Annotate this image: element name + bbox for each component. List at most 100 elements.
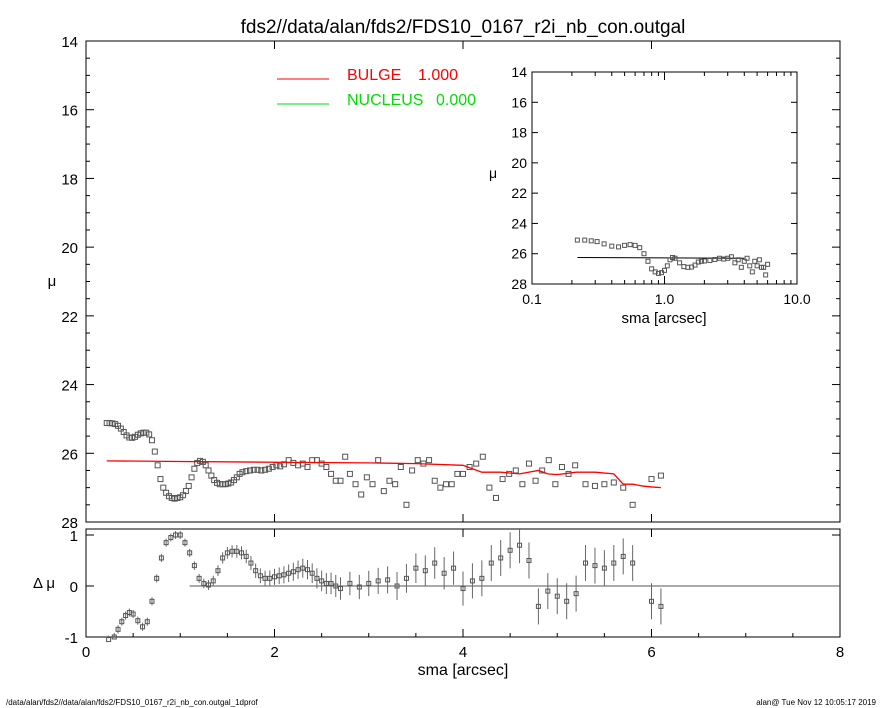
residual-point: [403, 575, 409, 581]
inset-y-axis-label: μ: [489, 165, 497, 181]
residual-point: [272, 574, 277, 580]
main-data-point: [582, 481, 589, 488]
inset-y-tick-label: 26: [511, 246, 527, 262]
residual-point: [583, 560, 589, 566]
residual-point: [115, 626, 121, 632]
residual-point: [564, 598, 570, 604]
main-data-point: [299, 460, 306, 467]
main-y-tick-label: 16: [61, 103, 78, 120]
residual-point: [451, 565, 457, 571]
main-data-point: [157, 476, 164, 483]
main-y-tick-label: 14: [61, 34, 78, 51]
residual-point: [300, 565, 306, 571]
residual-point: [592, 563, 598, 569]
residual-point: [158, 555, 164, 561]
footer-left: /data/alan/fds2//data/alan/fds2/FDS10_01…: [6, 698, 259, 707]
residual-point: [649, 598, 654, 604]
residual-point: [239, 550, 245, 556]
residual-point: [385, 577, 391, 583]
inset-y-tick-label: 20: [511, 155, 527, 171]
main-data-point: [448, 481, 455, 488]
residual-point: [535, 603, 541, 609]
residual-point: [526, 558, 532, 563]
inset-y-tick-label: 22: [511, 185, 527, 201]
inset-data-point: [672, 255, 678, 261]
residual-point: [394, 583, 400, 589]
main-data-point: [386, 477, 393, 484]
residual-point: [620, 553, 626, 559]
inset-data-point: [735, 257, 741, 263]
legend: BULGE 1.000 NUCLEUS 0.000: [277, 67, 476, 109]
inset-plot-frame: [531, 71, 798, 285]
residual-point: [630, 560, 636, 566]
main-data-point: [337, 477, 344, 484]
inset-data-point: [707, 258, 713, 264]
inset-y-tick-label: 28: [511, 276, 527, 292]
main-data-point: [620, 484, 627, 491]
residual-point: [498, 555, 504, 561]
main-data-point: [191, 465, 198, 472]
main-data-point: [154, 462, 161, 469]
inset-x-axis: 0.1 1.0 10.0: [522, 72, 811, 307]
main-data-point: [205, 467, 212, 474]
residual-point: [314, 575, 320, 581]
residual-y-tick-label: 0: [70, 579, 78, 596]
residual-series: [106, 529, 840, 643]
main-series: [103, 420, 664, 508]
residual-point: [328, 580, 334, 586]
main-y-tick-label: 28: [61, 515, 78, 532]
residual-y-axis: -1 0 1: [65, 528, 840, 647]
inset-data-point: [627, 242, 633, 248]
main-data-point: [328, 470, 335, 477]
main-data-point: [499, 476, 506, 483]
residual-point: [413, 565, 419, 571]
residual-point: [337, 586, 343, 592]
main-data-point: [380, 488, 387, 495]
inset-data-point: [712, 256, 718, 262]
legend-nucleus-value: 0.000: [436, 92, 476, 109]
residual-point: [267, 575, 273, 581]
main-data-point: [148, 437, 155, 444]
main-data-point: [443, 481, 450, 488]
main-data-point: [403, 501, 410, 508]
inset-fit-line: [577, 257, 745, 259]
residual-point: [422, 568, 428, 574]
inset-data-point: [692, 262, 698, 268]
footer-right: alan@ Tue Nov 12 10:05:17 2019: [756, 698, 876, 707]
residual-point: [130, 611, 136, 617]
main-data-point: [254, 466, 261, 473]
residual-point: [507, 547, 513, 553]
main-data-point: [591, 482, 598, 489]
main-data-point: [657, 472, 664, 479]
residual-x-axis: 0 2 4 6 8: [82, 529, 844, 661]
inset-data-point: [738, 264, 744, 270]
main-x-axis-ticks: [85, 41, 841, 522]
residual-point: [173, 532, 179, 538]
main-y-tick-label: 18: [61, 171, 78, 188]
residual-point: [220, 555, 226, 561]
main-data-point: [601, 481, 608, 488]
bulge-fit-line: [106, 460, 661, 489]
residual-point: [163, 540, 169, 546]
inset-data-point: [609, 243, 615, 249]
inset-data-point: [616, 244, 622, 250]
legend-bulge-name: BULGE: [347, 67, 401, 84]
main-data-point: [146, 431, 153, 438]
main-data-point: [323, 464, 330, 471]
residual-x-tick-label: 8: [836, 644, 844, 661]
main-data-point: [460, 470, 466, 477]
inset-data-point: [645, 258, 651, 264]
main-data-point: [512, 467, 519, 474]
inset-data-point: [761, 264, 767, 270]
residual-point: [144, 619, 150, 625]
residual-y-axis-label: Δ μ: [33, 575, 55, 592]
residual-point: [149, 598, 155, 604]
residual-point: [119, 619, 125, 625]
main-data-point: [369, 481, 376, 488]
main-plot-frame: [85, 40, 841, 523]
main-data-point: [414, 457, 421, 464]
inset-data-point: [574, 237, 580, 243]
inset-data-point: [637, 245, 643, 251]
residual-point: [601, 565, 607, 571]
